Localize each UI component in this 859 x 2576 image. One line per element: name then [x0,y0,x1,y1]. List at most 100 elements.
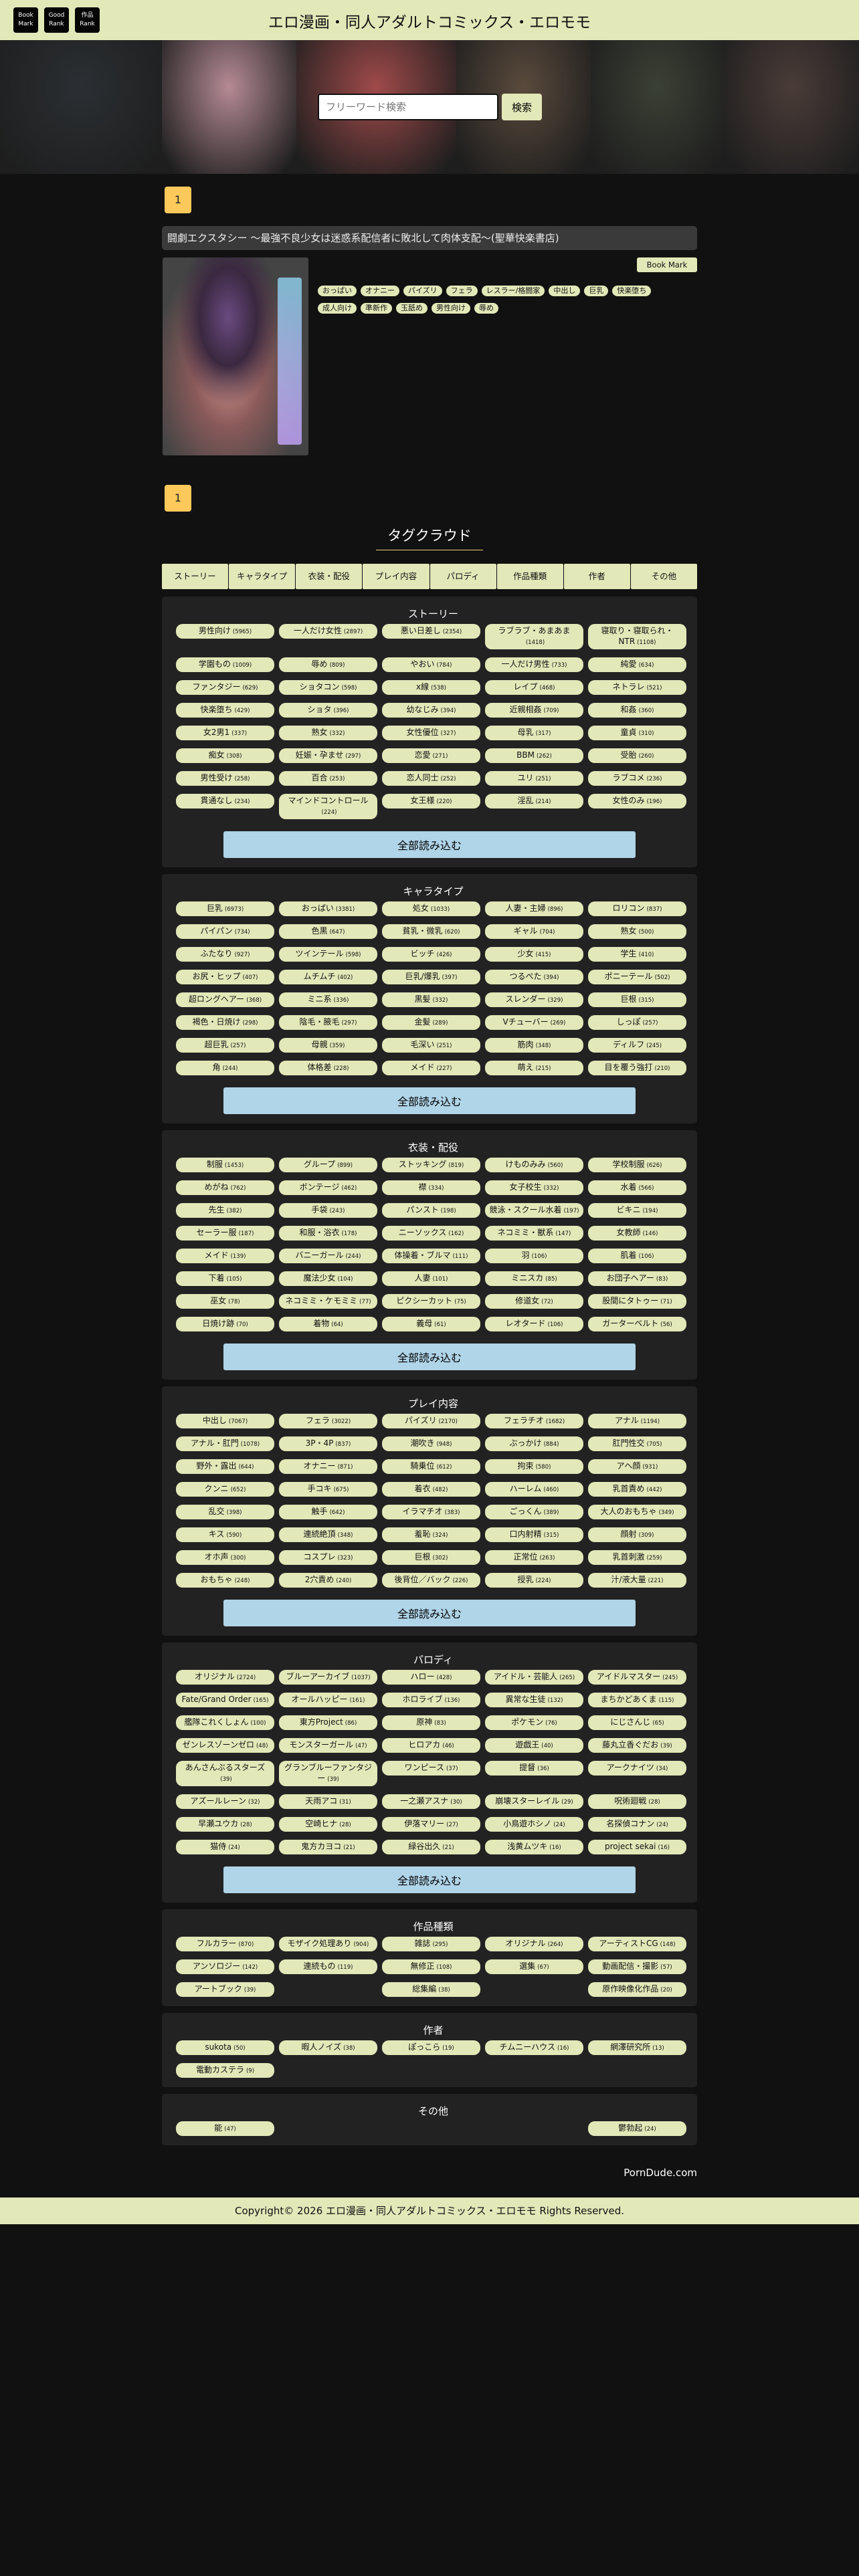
tag[interactable]: 連続もの119 [279,1959,377,1974]
tag[interactable]: ギャル704 [485,924,583,939]
book-tag[interactable]: フェラ [446,286,478,296]
book-tag[interactable]: 中出し [549,286,581,296]
tag[interactable]: ファンタジー629 [176,680,274,695]
tag[interactable]: ミニ系336 [279,992,377,1007]
book-cover-image[interactable] [163,257,308,455]
tag[interactable]: 乳首刺激259 [588,1550,686,1565]
tag[interactable]: 後背位／バック226 [382,1573,480,1588]
tag[interactable]: 貫通なし234 [176,794,274,809]
tag[interactable]: 浅黄ムツキ16 [485,1840,583,1854]
tag[interactable]: 羽106 [485,1249,583,1263]
tag[interactable]: ミニスカ85 [485,1271,583,1286]
tag[interactable]: おもちゃ248 [176,1573,274,1588]
tag[interactable]: 角244 [176,1061,274,1075]
site-title[interactable]: エロ漫画・同人アダルトコミックス・エロモモ [268,14,591,31]
tag[interactable]: 鬼方カヨコ21 [279,1840,377,1854]
book-tag[interactable]: おっぱい [318,286,357,296]
tag[interactable]: 大人のおもちゃ349 [588,1505,686,1519]
good-rank-nav-button[interactable]: Good Rank [44,7,69,33]
tag[interactable]: 乳首責め442 [588,1482,686,1497]
tag[interactable]: あんさんぶるスターズ 39 [176,1761,274,1786]
tag[interactable]: 恋愛271 [382,748,480,763]
tag[interactable]: 連続絶頂348 [279,1527,377,1542]
tag[interactable]: 暇人ノイズ38 [279,2040,377,2055]
tag[interactable]: 3P・4P837 [279,1436,377,1451]
work-rank-nav-button[interactable]: 作品 Rank [75,7,100,33]
tag[interactable]: 選集67 [485,1959,583,1974]
tab-3[interactable]: 衣装・配役 [296,564,363,589]
tag[interactable]: BBM262 [485,748,583,763]
book-tag[interactable]: オナニー [361,286,399,296]
tag[interactable]: まちかどあくま115 [588,1693,686,1707]
tag[interactable]: 処女1033 [382,901,480,916]
tag[interactable]: 遊戯王40 [485,1738,583,1753]
tag[interactable]: 色黒647 [279,924,377,939]
tag[interactable]: ポケモン76 [485,1715,583,1730]
tag[interactable]: 制服1453 [176,1158,274,1172]
tag[interactable]: 猫侍24 [176,1840,274,1854]
tag[interactable]: ゼンレスゾーンゼロ48 [176,1738,274,1753]
tag[interactable]: アイドルマスター245 [588,1670,686,1685]
tag[interactable]: ワンピース37 [382,1761,480,1776]
tag[interactable]: 授乳224 [485,1573,583,1588]
tag[interactable]: 鬱勃起24 [588,2121,686,2136]
search-button[interactable]: 検索 [502,94,542,120]
tag[interactable]: めがね762 [176,1180,274,1195]
tag[interactable]: 伊落マリー27 [382,1817,480,1832]
tag[interactable]: レイプ468 [485,680,583,695]
tag[interactable]: 肛門性交705 [588,1436,686,1451]
tag[interactable]: ニーソックス162 [382,1226,480,1241]
tag[interactable]: 正常位263 [485,1550,583,1565]
tag[interactable]: 総集編38 [382,1982,480,1997]
tag[interactable]: 体操着・ブルマ111 [382,1249,480,1263]
tag[interactable]: ネコミミ・獣系147 [485,1226,583,1241]
tag[interactable]: オリジナル2724 [176,1670,274,1685]
tag[interactable]: 顔射309 [588,1527,686,1542]
tag[interactable]: 巨乳6973 [176,901,274,916]
tag[interactable]: グランブルーファンタジー39 [279,1761,377,1786]
tag[interactable]: 藤丸立香ぐだお39 [588,1738,686,1753]
tab-2[interactable]: キャラタイプ [229,564,296,589]
tag[interactable]: 中出し7067 [176,1414,274,1428]
tag[interactable]: 魔法少女104 [279,1271,377,1286]
book-tag[interactable]: レスラー/格闘家 [481,286,545,296]
tag[interactable]: 幼なじみ394 [382,703,480,718]
tag[interactable]: 受胎260 [588,748,686,763]
tag[interactable]: 修道女72 [485,1294,583,1309]
tag[interactable]: 寝取り・寝取られ・NTR1108 [588,624,686,649]
tag[interactable]: 艦隊これくしょん100 [176,1715,274,1730]
tag[interactable]: 悪い日差し2354 [382,624,480,639]
search-input[interactable] [318,94,498,120]
tag[interactable]: 男性向け5965 [176,624,274,639]
tag[interactable]: 近親相姦709 [485,703,583,718]
tab-1[interactable]: ストーリー [162,564,229,589]
tag[interactable]: アヘ顔931 [588,1459,686,1474]
tag[interactable]: 恋人同士252 [382,771,480,786]
tag[interactable]: project sekai16 [588,1840,686,1854]
tab-4[interactable]: プレイ内容 [363,564,430,589]
tag[interactable]: ふたなり927 [176,947,274,962]
tag[interactable]: 人妻101 [382,1271,480,1286]
tag[interactable]: 黒髪332 [382,992,480,1007]
tag[interactable]: 妊娠・孕ませ297 [279,748,377,763]
tag[interactable]: ビキニ194 [588,1203,686,1218]
tag[interactable]: 口内射精315 [485,1527,583,1542]
tag[interactable]: オリジナル264 [485,1937,583,1951]
tag[interactable]: 女子校生332 [485,1180,583,1195]
book-tag[interactable]: 男性向け [432,303,470,314]
tag[interactable]: 毛深い251 [382,1038,480,1053]
tag[interactable]: 競泳・スクール水着197 [485,1203,583,1218]
tag[interactable]: マインドコントロール 224 [279,794,377,819]
load-all-button[interactable]: 全部読み込む [223,1344,636,1370]
tag[interactable]: ロリコン837 [588,901,686,916]
book-tag[interactable]: 巨乳 [584,286,609,296]
tab-5[interactable]: パロディ [430,564,496,589]
tag[interactable]: 筋肉348 [485,1038,583,1053]
tag[interactable]: 天雨アコ31 [279,1794,377,1809]
tag[interactable]: 和姦360 [588,703,686,718]
tag[interactable]: 母親359 [279,1038,377,1053]
tag[interactable]: 一之瀬アスナ30 [382,1794,480,1809]
tag[interactable]: 淫乱214 [485,794,583,809]
tag[interactable]: 汁/液大量221 [588,1573,686,1588]
tag[interactable]: おっぱい3381 [279,901,377,916]
